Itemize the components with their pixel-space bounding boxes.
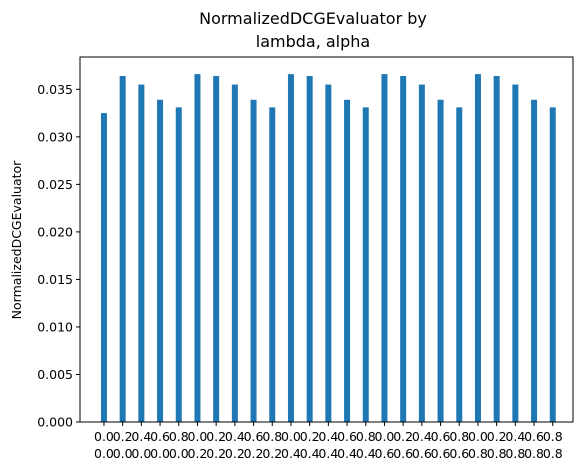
y-tick-label: 0.035 [37,82,73,97]
x-tick-label-lambda: 0.4 [225,429,245,444]
bar [269,107,276,422]
bar [362,107,369,422]
x-tick-label-alpha: 0.2 [206,446,226,461]
x-tick-label-lambda: 0.6 [150,429,170,444]
x-tick-label-lambda: 0.0 [468,429,488,444]
x-tick-label-lambda: 0.6 [337,429,357,444]
x-ticks-group: 0.00.00.20.00.40.00.60.00.80.00.00.20.20… [94,422,563,461]
bar [287,74,294,423]
bar [175,107,182,422]
x-tick-label-lambda: 0.4 [505,429,525,444]
x-tick-label-lambda: 0.6 [244,429,264,444]
x-tick-label-alpha: 0.4 [318,446,338,461]
x-tick-label-lambda: 0.2 [487,429,507,444]
x-tick-label-lambda: 0.8 [449,429,469,444]
x-tick-label-lambda: 0.4 [131,429,151,444]
x-tick-label-alpha: 0.8 [487,446,507,461]
y-axis-label: NormalizedDCGEvaluator [9,160,24,319]
x-tick-label-alpha: 0.6 [431,446,451,461]
bars-group [100,74,556,423]
x-tick-label-alpha: 0.8 [505,446,525,461]
bar [400,76,407,422]
x-tick-label-alpha: 0.6 [412,446,432,461]
y-tick-label: 0.025 [37,177,73,192]
x-tick-label-alpha: 0.2 [262,446,282,461]
x-tick-label-alpha: 0.0 [131,446,151,461]
x-tick-label-alpha: 0.2 [188,446,208,461]
x-tick-label-alpha: 0.2 [244,446,264,461]
y-tick-label: 0.000 [37,415,73,430]
x-tick-label-alpha: 0.0 [113,446,133,461]
bar [549,107,556,422]
plot-frame [79,56,574,423]
y-tick-label: 0.005 [37,367,73,382]
bar [231,84,238,422]
y-tick-label: 0.015 [37,272,73,287]
x-tick-label-lambda: 0.4 [412,429,432,444]
x-tick-label-alpha: 0.4 [337,446,357,461]
y-tick-label: 0.030 [37,129,73,144]
x-tick-label-alpha: 0.4 [356,446,376,461]
bar [138,84,145,422]
bar [194,74,201,423]
x-tick-label-lambda: 0.8 [169,429,189,444]
bar [213,76,220,422]
x-tick-label-lambda: 0.0 [188,429,208,444]
x-tick-label-lambda: 0.2 [206,429,226,444]
x-tick-label-alpha: 0.8 [468,446,488,461]
chart-title-line-2: lambda, alpha [256,32,370,51]
bar [157,99,164,423]
x-tick-label-lambda: 0.2 [113,429,133,444]
bar [531,99,538,423]
x-tick-label-alpha: 0.4 [281,446,301,461]
bar [512,84,519,422]
x-tick-label-lambda: 0.2 [300,429,320,444]
x-tick-label-lambda: 0.8 [262,429,282,444]
x-tick-label-lambda: 0.6 [524,429,544,444]
bar [437,99,444,423]
x-tick-label-lambda: 0.4 [318,429,338,444]
y-ticks-group: 0.000 0.005 0.010 0.015 0.020 0.025 0.030 0.035 [37,82,80,430]
x-tick-label-lambda: 0.2 [393,429,413,444]
x-tick-label-lambda: 0.6 [431,429,451,444]
y-tick-label: 0.010 [37,319,73,334]
x-tick-label-alpha: 0.4 [300,446,320,461]
bar [381,74,388,423]
bar [456,107,463,422]
bar [100,113,107,422]
x-tick-label-alpha: 0.2 [225,446,245,461]
x-tick-label-alpha: 0.8 [524,446,544,461]
bar [344,99,351,423]
x-tick-label-lambda: 0.0 [94,429,114,444]
bar [119,76,126,422]
x-tick-label-lambda: 0.0 [281,429,301,444]
x-tick-label-lambda: 0.0 [375,429,395,444]
bar [250,99,257,423]
x-tick-label-alpha: 0.8 [543,446,563,461]
bar [418,84,425,422]
bar [325,84,332,422]
bar [306,76,313,422]
chart-title-line-1: NormalizedDCGEvaluator by [199,9,427,28]
x-tick-label-alpha: 0.6 [449,446,469,461]
bar [474,74,481,423]
x-tick-label-alpha: 0.0 [150,446,170,461]
x-tick-label-alpha: 0.6 [375,446,395,461]
x-tick-label-alpha: 0.6 [393,446,413,461]
x-tick-label-alpha: 0.0 [169,446,189,461]
x-tick-label-lambda: 0.8 [543,429,563,444]
bar [493,76,500,422]
y-tick-label: 0.020 [37,224,73,239]
x-tick-label-alpha: 0.0 [94,446,114,461]
x-tick-label-lambda: 0.8 [356,429,376,444]
